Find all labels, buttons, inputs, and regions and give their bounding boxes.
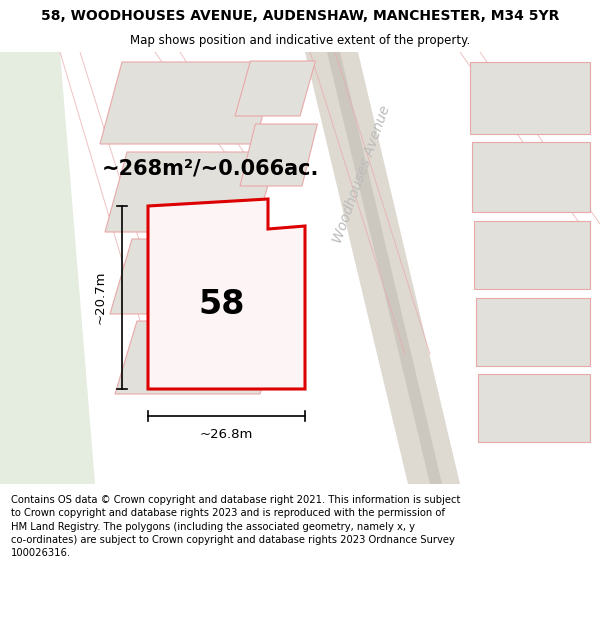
Polygon shape — [478, 374, 590, 442]
Text: Woodhouses Avenue: Woodhouses Avenue — [331, 103, 393, 244]
Polygon shape — [115, 321, 282, 394]
Text: ~268m²/~0.066ac.: ~268m²/~0.066ac. — [101, 159, 319, 179]
Polygon shape — [235, 61, 316, 116]
Text: 58, WOODHOUSES AVENUE, AUDENSHAW, MANCHESTER, M34 5YR: 58, WOODHOUSES AVENUE, AUDENSHAW, MANCHE… — [41, 9, 559, 22]
Polygon shape — [105, 152, 277, 232]
Polygon shape — [148, 199, 305, 389]
Text: Map shows position and indicative extent of the property.: Map shows position and indicative extent… — [130, 34, 470, 47]
Polygon shape — [470, 62, 590, 134]
Polygon shape — [305, 52, 460, 484]
Polygon shape — [476, 298, 590, 366]
Text: Contains OS data © Crown copyright and database right 2021. This information is : Contains OS data © Crown copyright and d… — [11, 495, 460, 558]
Polygon shape — [327, 52, 442, 484]
Polygon shape — [474, 221, 590, 289]
Polygon shape — [110, 239, 280, 314]
Text: ~20.7m: ~20.7m — [94, 271, 107, 324]
Polygon shape — [100, 62, 277, 144]
Polygon shape — [0, 52, 95, 484]
Text: 58: 58 — [199, 288, 245, 321]
Polygon shape — [240, 124, 317, 186]
Polygon shape — [472, 142, 590, 212]
Text: ~26.8m: ~26.8m — [200, 428, 253, 441]
